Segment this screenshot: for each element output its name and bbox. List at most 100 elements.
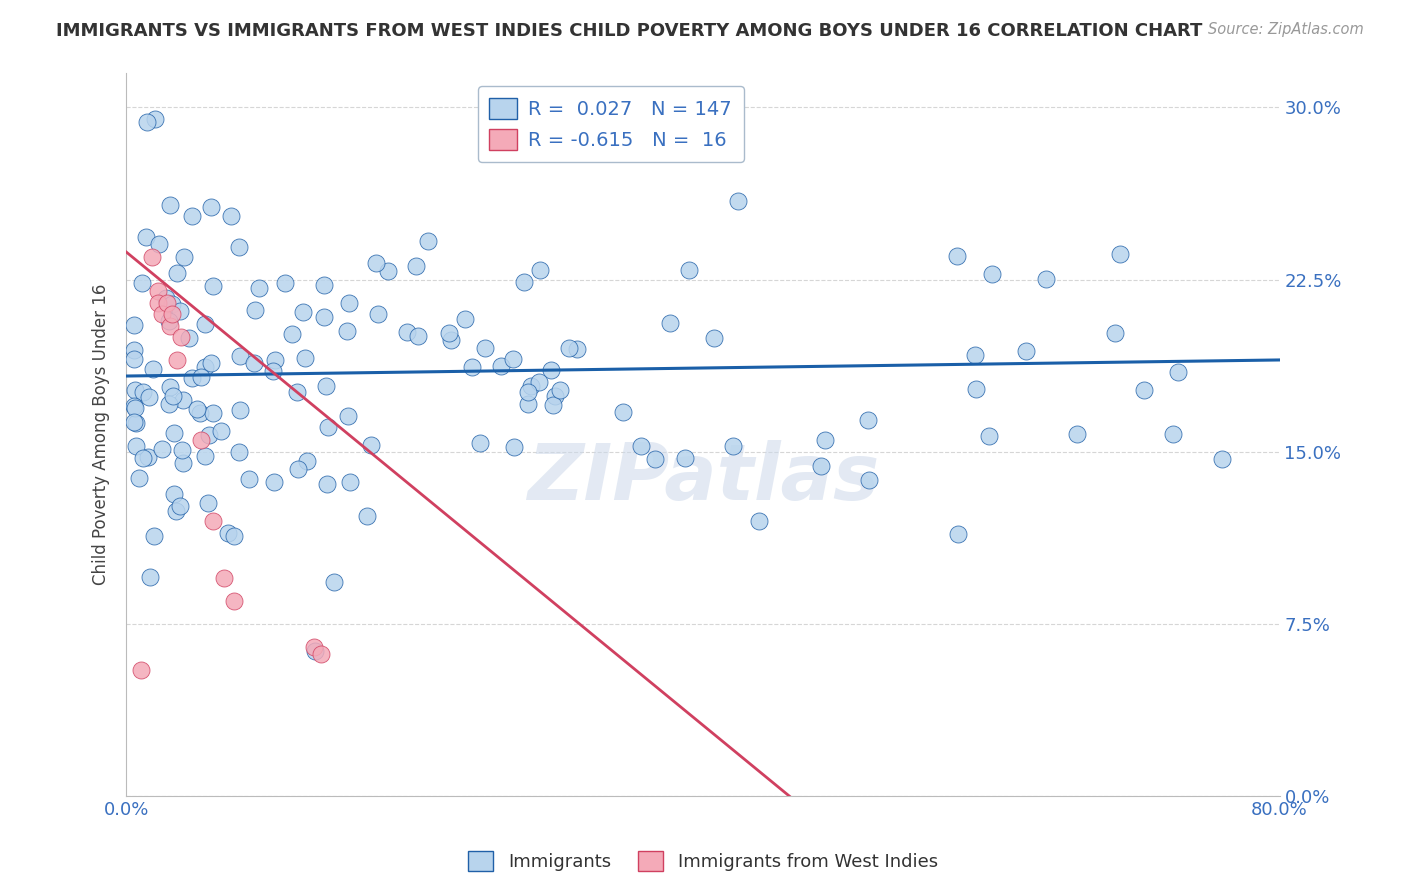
Point	[264, 353, 287, 368]
Point	[503, 441, 526, 455]
Point	[135, 230, 157, 244]
Point	[312, 310, 335, 324]
Point	[544, 388, 567, 402]
Point	[965, 382, 987, 396]
Point	[122, 415, 145, 429]
Point	[172, 457, 194, 471]
Point	[155, 291, 177, 305]
Point	[367, 307, 389, 321]
Point	[228, 240, 250, 254]
Point	[166, 266, 188, 280]
Point	[157, 313, 180, 327]
Point	[129, 663, 152, 677]
Point	[194, 317, 217, 331]
Point	[297, 453, 319, 467]
Point	[122, 343, 145, 358]
Point	[1104, 326, 1126, 341]
Point	[243, 356, 266, 370]
Point	[128, 471, 150, 485]
Point	[302, 640, 325, 654]
Point	[125, 416, 148, 430]
Point	[630, 439, 652, 453]
Point	[190, 369, 212, 384]
Point	[659, 316, 682, 330]
Point	[396, 325, 419, 339]
Point	[186, 401, 208, 416]
Point	[527, 375, 550, 389]
Point	[336, 324, 359, 338]
Point	[1211, 451, 1233, 466]
Point	[405, 259, 427, 273]
Point	[440, 333, 463, 347]
Point	[169, 303, 191, 318]
Point	[173, 250, 195, 264]
Point	[304, 644, 326, 658]
Point	[165, 504, 187, 518]
Point	[406, 328, 429, 343]
Point	[217, 526, 239, 541]
Point	[224, 594, 246, 608]
Point	[214, 571, 236, 585]
Point	[262, 363, 284, 377]
Point	[172, 392, 194, 407]
Point	[377, 263, 399, 277]
Point	[222, 529, 245, 543]
Point	[468, 436, 491, 450]
Point	[229, 403, 252, 417]
Point	[337, 296, 360, 310]
Point	[541, 398, 564, 412]
Point	[209, 425, 232, 439]
Point	[163, 425, 186, 440]
Text: IMMIGRANTS VS IMMIGRANTS FROM WEST INDIES CHILD POVERTY AMONG BOYS UNDER 16 CORR: IMMIGRANTS VS IMMIGRANTS FROM WEST INDIE…	[56, 22, 1202, 40]
Point	[294, 351, 316, 366]
Point	[520, 378, 543, 392]
Point	[202, 279, 225, 293]
Point	[202, 406, 225, 420]
Point	[517, 385, 540, 400]
Text: Source: ZipAtlas.com: Source: ZipAtlas.com	[1208, 22, 1364, 37]
Point	[315, 477, 337, 491]
Point	[170, 443, 193, 458]
Point	[247, 281, 270, 295]
Point	[156, 295, 179, 310]
Point	[281, 327, 304, 342]
Point	[124, 401, 146, 415]
Point	[980, 267, 1002, 281]
Point	[142, 361, 165, 376]
Point	[243, 302, 266, 317]
Point	[416, 234, 439, 248]
Point	[1035, 271, 1057, 285]
Point	[721, 440, 744, 454]
Point	[219, 209, 242, 223]
Point	[200, 355, 222, 369]
Point	[200, 200, 222, 214]
Point	[190, 434, 212, 448]
Point	[159, 379, 181, 393]
Point	[946, 249, 969, 263]
Point	[157, 397, 180, 411]
Point	[548, 383, 571, 397]
Point	[1015, 343, 1038, 358]
Point	[162, 389, 184, 403]
Point	[314, 278, 336, 293]
Point	[122, 351, 145, 366]
Point	[678, 263, 700, 277]
Point	[124, 383, 146, 397]
Point	[1132, 383, 1154, 397]
Point	[136, 450, 159, 464]
Point	[125, 439, 148, 453]
Point	[315, 379, 337, 393]
Point	[703, 331, 725, 345]
Point	[356, 508, 378, 523]
Point	[948, 527, 970, 541]
Point	[644, 452, 666, 467]
Point	[238, 472, 260, 486]
Point	[163, 487, 186, 501]
Point	[166, 353, 188, 368]
Point	[461, 359, 484, 374]
Point	[673, 450, 696, 465]
Point	[309, 647, 332, 661]
Point	[979, 428, 1001, 442]
Point	[810, 459, 832, 474]
Point	[141, 250, 163, 264]
